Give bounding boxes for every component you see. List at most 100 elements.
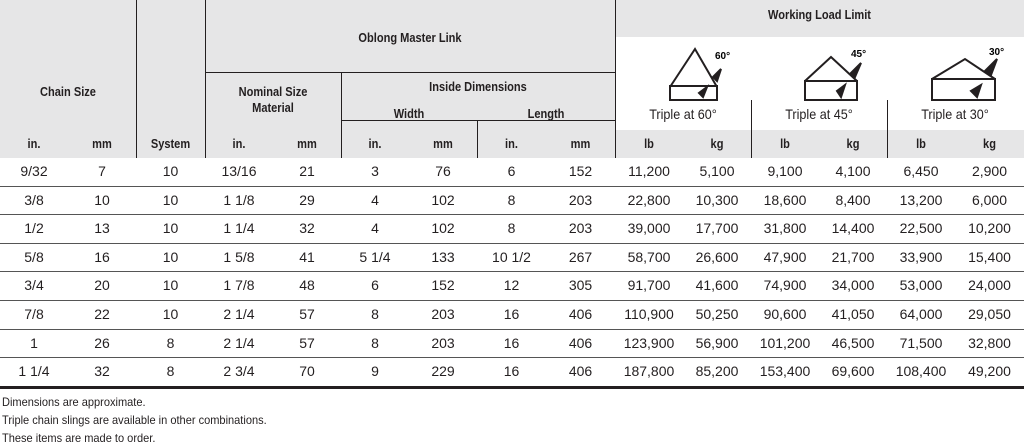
unit-header: in. <box>232 136 246 151</box>
table-cell: 8 <box>371 306 379 322</box>
table-cell: 10 <box>162 306 179 322</box>
table-cell: 33,900 <box>899 248 943 265</box>
table-cell: 56,900 <box>695 334 739 351</box>
table-cell: 13 <box>94 220 110 237</box>
header-background <box>0 0 615 158</box>
table-cell: 29,050 <box>968 306 1011 322</box>
nominal-size-header: Nominal Size Material <box>238 84 308 115</box>
table-cell: 41,050 <box>831 306 875 322</box>
table-cell: 9 <box>371 363 379 380</box>
table-cell: 9,100 <box>767 163 803 179</box>
table-cell: 152 <box>568 163 593 179</box>
table-cell: 26 <box>94 334 110 351</box>
chain-size-header: Chain Size <box>40 84 96 99</box>
table-cell: 22 <box>94 306 110 322</box>
table-cell: 21,700 <box>831 248 875 265</box>
table-cell: 102 <box>431 191 455 208</box>
table-cell: 14,400 <box>831 220 875 237</box>
table-cell: 1 1/4 <box>223 220 255 237</box>
table-cell: 16 <box>503 306 520 322</box>
table-cell: 203 <box>431 334 455 351</box>
table-cell: 5/8 <box>24 248 44 265</box>
divider <box>615 0 616 158</box>
table-cell: 17,700 <box>695 220 739 237</box>
table-cell: 6 <box>507 163 516 179</box>
triple-45-diagram-icon <box>804 55 862 101</box>
table-cell: 71,500 <box>899 334 943 351</box>
table-cell: 31,800 <box>763 220 807 237</box>
table-cell: 267 <box>568 248 593 265</box>
table-cell: 57 <box>299 334 315 351</box>
table-cell: 46,500 <box>831 334 875 351</box>
table-cell: 203 <box>568 191 593 208</box>
table-cell: 8,400 <box>835 191 871 208</box>
table-cell: 24,000 <box>968 277 1011 294</box>
table-cell: 1 <box>30 334 38 351</box>
table-cell: 305 <box>568 277 593 294</box>
angle-60-label: 60° <box>715 51 730 62</box>
inside-dimensions-header: Inside Dimensions <box>429 79 527 94</box>
table-cell: 110,900 <box>624 306 674 322</box>
unit-header: System <box>150 136 191 151</box>
table-cell: 203 <box>431 306 455 322</box>
triple-60-diagram-icon <box>669 47 722 101</box>
table-cell: 16 <box>503 363 520 380</box>
table-cell: 406 <box>568 363 593 380</box>
table-cell: 187,800 <box>623 363 675 380</box>
table-cell: 10,300 <box>695 191 739 208</box>
table-cell: 133 <box>431 248 455 265</box>
unit-header: mm <box>92 136 112 151</box>
table-cell: 1 1/4 <box>18 363 50 380</box>
unit-header: mm <box>297 136 317 151</box>
table-cell: 101,200 <box>759 334 811 351</box>
divider <box>205 72 615 73</box>
table-cell: 406 <box>568 306 593 322</box>
sling-angle-diagrams: 60° 45° 30° <box>669 47 1004 101</box>
table-cell: 53,000 <box>899 277 943 294</box>
table-cell: 7/8 <box>24 306 44 322</box>
table-cell: 3 <box>371 163 379 179</box>
table-cell: 2 1/4 <box>223 334 255 351</box>
table-cell: 1 5/8 <box>223 248 255 265</box>
table-cell: 2,900 <box>971 163 1008 179</box>
table-cell: 58,700 <box>627 248 671 265</box>
table-cell: 20 <box>94 277 110 294</box>
divider <box>341 73 342 158</box>
table-cell: 9/32 <box>20 163 48 179</box>
table-cell: 4 <box>371 220 379 237</box>
table-cell: 76 <box>435 163 451 179</box>
table-cell: 1 1/8 <box>223 191 255 208</box>
table-row: 1 26 8 2 1/4 57 8 203 16 406 123,900 56,900 101,200… <box>0 330 1024 359</box>
table-cell: 10 <box>162 248 179 265</box>
table-cell: 6 <box>371 277 379 294</box>
table-row: 7/8 22 10 2 1/4 57 8 203 16 406 110,900 50,250 90,6… <box>0 301 1024 330</box>
table-row: 3/8 10 10 1 1/8 29 4 102 8 203 22,800 10,300 18,600… <box>0 187 1024 216</box>
unit-header: mm <box>570 136 591 151</box>
table-cell: 18,600 <box>763 191 807 208</box>
wll-header-background <box>615 0 1024 37</box>
table-cell: 90,600 <box>763 306 807 322</box>
table-cell: 57 <box>299 306 315 322</box>
table-cell: 108,400 <box>895 363 947 380</box>
footnote: These items are made to order. <box>2 431 156 445</box>
table-cell: 406 <box>568 334 593 351</box>
divider <box>477 120 478 158</box>
table-cell: 10 <box>162 163 179 179</box>
table-cell: 1 7/8 <box>223 277 255 294</box>
working-load-limit-header: Working Load Limit <box>768 7 871 22</box>
unit-header: kg <box>846 136 860 151</box>
table-cell: 8 <box>507 220 516 237</box>
unit-header: in. <box>368 136 382 151</box>
table-cell: 3/4 <box>24 277 44 294</box>
wll-units-background <box>615 130 1024 158</box>
table-cell: 8 <box>507 191 516 208</box>
angle-30-label: 30° <box>989 47 1004 58</box>
footnote: Dimensions are approximate. <box>2 395 146 409</box>
divider <box>887 100 888 158</box>
table-cell: 41,600 <box>695 277 739 294</box>
table-cell: 47,900 <box>763 248 807 265</box>
table-cell: 10 1/2 <box>492 248 531 265</box>
table-cell: 6,450 <box>903 163 939 179</box>
table-cell: 41 <box>299 248 315 265</box>
triple-45-caption: Triple at 45° <box>785 106 853 122</box>
